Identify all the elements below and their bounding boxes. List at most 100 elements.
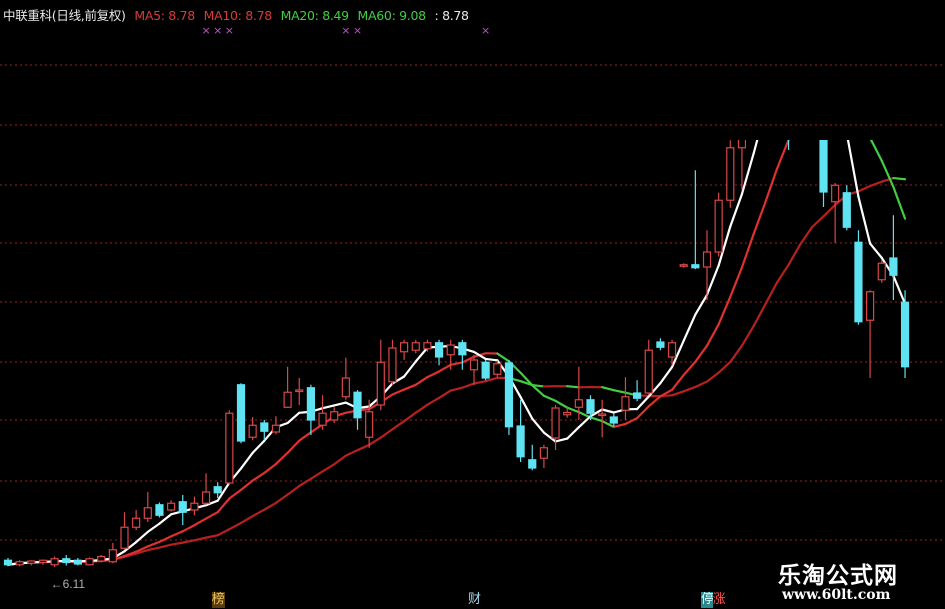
- ma5-line-segment: [694, 293, 709, 316]
- candle-body: [15, 561, 24, 566]
- event-label[interactable]: 榜: [211, 592, 225, 608]
- candle-body: [143, 507, 152, 519]
- stock-title: 中联重科(日线,前复权): [3, 8, 126, 23]
- candle-body: [865, 291, 875, 321]
- up-candle: [225, 410, 234, 486]
- up-candle: [120, 512, 129, 550]
- down-candle: [73, 558, 83, 566]
- ma20-line-segment: [239, 515, 254, 525]
- candle-body: [27, 560, 36, 564]
- ma10-line-segment: [682, 360, 697, 377]
- ma20-line-segment: [321, 463, 336, 473]
- ma10-line-segment: [740, 232, 755, 269]
- candle-body: [434, 342, 444, 358]
- ma20-line-segment: [263, 501, 278, 511]
- ma20-line-segment: [531, 383, 546, 388]
- ma10-line-segment: [847, 93, 859, 115]
- up-candle: [248, 417, 257, 441]
- candle-body: [3, 559, 13, 566]
- ma5-line-segment: [765, 73, 777, 111]
- candle-body: [225, 412, 234, 484]
- ma5-line-segment: [577, 415, 592, 429]
- candle-body: [97, 555, 106, 562]
- candle-body: [213, 486, 222, 494]
- ma5-line-segment: [333, 401, 347, 407]
- ma5-line-segment: [846, 140, 860, 198]
- candle-body: [539, 447, 549, 459]
- candle-body: [563, 411, 572, 416]
- ma5-line-segment: [554, 437, 569, 443]
- ma20-line-segment: [251, 508, 266, 518]
- ma5-line-segment: [216, 481, 231, 502]
- candle-body: [73, 559, 83, 565]
- ma5-line-segment: [647, 382, 662, 398]
- ma10-line-segment: [566, 406, 580, 414]
- up-candle: [865, 290, 875, 378]
- ma10-line-segment: [554, 399, 569, 409]
- up-candle: [831, 183, 840, 243]
- candle-body: [50, 558, 59, 566]
- candle-body: [819, 140, 828, 193]
- down-candle: [787, 140, 790, 150]
- up-candle: [726, 140, 735, 208]
- ma10-line-segment: [705, 323, 720, 347]
- ma10-line-segment: [858, 115, 870, 138]
- up-candle: [330, 407, 339, 423]
- ma5-line-segment: [239, 451, 254, 470]
- ma10-line-segment: [251, 471, 266, 482]
- down-candle: [178, 495, 187, 525]
- candle-body: [831, 184, 840, 203]
- ma20-line-segment: [437, 389, 452, 400]
- ma5-line-segment: [204, 499, 219, 507]
- ma20-line-segment: [787, 243, 802, 266]
- last-price: : 8.78: [434, 8, 469, 23]
- up-candle: [85, 557, 94, 566]
- ma20-line-segment: [333, 454, 347, 466]
- ma10-line-segment: [624, 417, 639, 426]
- up-candle: [143, 492, 152, 522]
- ma20-line-segment: [484, 376, 499, 383]
- ma10-line-segment: [461, 355, 476, 364]
- low-price-annotation: ←6.11: [51, 577, 86, 591]
- candle-body: [656, 341, 665, 348]
- candle-body: [691, 264, 700, 269]
- ma5-line-segment: [682, 313, 697, 342]
- candle-body: [516, 425, 525, 458]
- down-candle: [213, 482, 222, 498]
- candle-body: [551, 407, 560, 439]
- event-label[interactable]: 停: [701, 592, 715, 608]
- up-candle: [295, 378, 304, 405]
- down-candle: [900, 290, 910, 378]
- ma5-line-segment: [835, 98, 847, 133]
- ma5-line-segment: [800, 32, 812, 34]
- candle-body: [797, 5, 804, 50]
- ma20-line-segment: [204, 534, 219, 539]
- ma20-line-segment: [682, 385, 697, 393]
- event-label[interactable]: 涨: [712, 592, 726, 608]
- up-candle: [493, 360, 502, 378]
- event-label[interactable]: 财: [468, 592, 482, 608]
- ma20-line-segment: [764, 281, 779, 306]
- up-candle: [877, 260, 886, 283]
- up-candle: [423, 339, 432, 352]
- ma20-line-segment: [670, 390, 685, 397]
- candle-body: [178, 501, 187, 513]
- ma5-line-segment: [740, 152, 755, 196]
- candle-body: [365, 411, 374, 438]
- ma20-line-segment: [810, 215, 825, 229]
- down-candle: [481, 360, 490, 381]
- down-candle: [516, 399, 525, 462]
- ma5-line-segment: [777, 53, 789, 73]
- ma10-line-segment: [170, 530, 184, 538]
- ma10-line-segment: [239, 479, 254, 491]
- down-candle: [632, 380, 642, 402]
- down-candle: [434, 339, 444, 366]
- ma20-line-segment: [740, 325, 755, 347]
- candle-body: [155, 504, 164, 516]
- candle-body: [248, 424, 257, 438]
- candle-body: [353, 391, 362, 419]
- up-candle: [644, 339, 653, 396]
- ma20-line-segment: [193, 536, 208, 542]
- ma10-line-segment: [449, 361, 464, 366]
